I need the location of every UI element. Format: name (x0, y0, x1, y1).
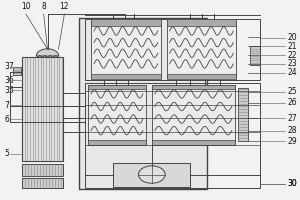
Circle shape (139, 166, 165, 183)
Text: 37: 37 (4, 62, 14, 71)
Bar (88, 85, 146, 145)
Text: 5: 5 (4, 149, 9, 158)
Text: 23: 23 (287, 59, 297, 68)
Text: 30: 30 (287, 179, 297, 188)
Bar (250, 46, 260, 65)
Text: 8: 8 (41, 2, 46, 11)
Text: 6: 6 (4, 115, 9, 124)
Text: 27: 27 (287, 114, 297, 123)
Bar (88, 140, 146, 145)
Polygon shape (36, 49, 59, 56)
Bar (152, 85, 235, 89)
Bar (152, 140, 235, 145)
Bar (167, 19, 236, 26)
Bar (152, 85, 235, 145)
Text: 12: 12 (60, 2, 69, 11)
Text: 35: 35 (4, 86, 14, 95)
Text: 20: 20 (287, 33, 297, 42)
Text: 26: 26 (287, 98, 297, 107)
Bar (85, 19, 260, 80)
Text: 25: 25 (287, 87, 297, 96)
Bar (238, 88, 248, 141)
Bar (22, 178, 63, 188)
Text: 30: 30 (287, 179, 297, 188)
Bar (85, 83, 260, 188)
Text: 21: 21 (287, 42, 297, 51)
Text: 24: 24 (287, 68, 297, 77)
Bar (91, 19, 161, 26)
Bar (13, 67, 21, 75)
Bar (79, 18, 207, 189)
Text: 36: 36 (4, 76, 14, 85)
Bar (91, 20, 161, 78)
Bar (167, 74, 236, 79)
Text: 29: 29 (287, 137, 297, 146)
Bar (88, 85, 146, 89)
Text: 10: 10 (21, 2, 31, 11)
Bar (113, 163, 190, 187)
Bar (22, 164, 63, 176)
Bar (91, 74, 161, 79)
Text: 22: 22 (287, 51, 297, 60)
Text: 7: 7 (4, 101, 9, 110)
Text: 28: 28 (287, 126, 297, 135)
Bar (167, 20, 236, 78)
Bar (22, 57, 63, 161)
